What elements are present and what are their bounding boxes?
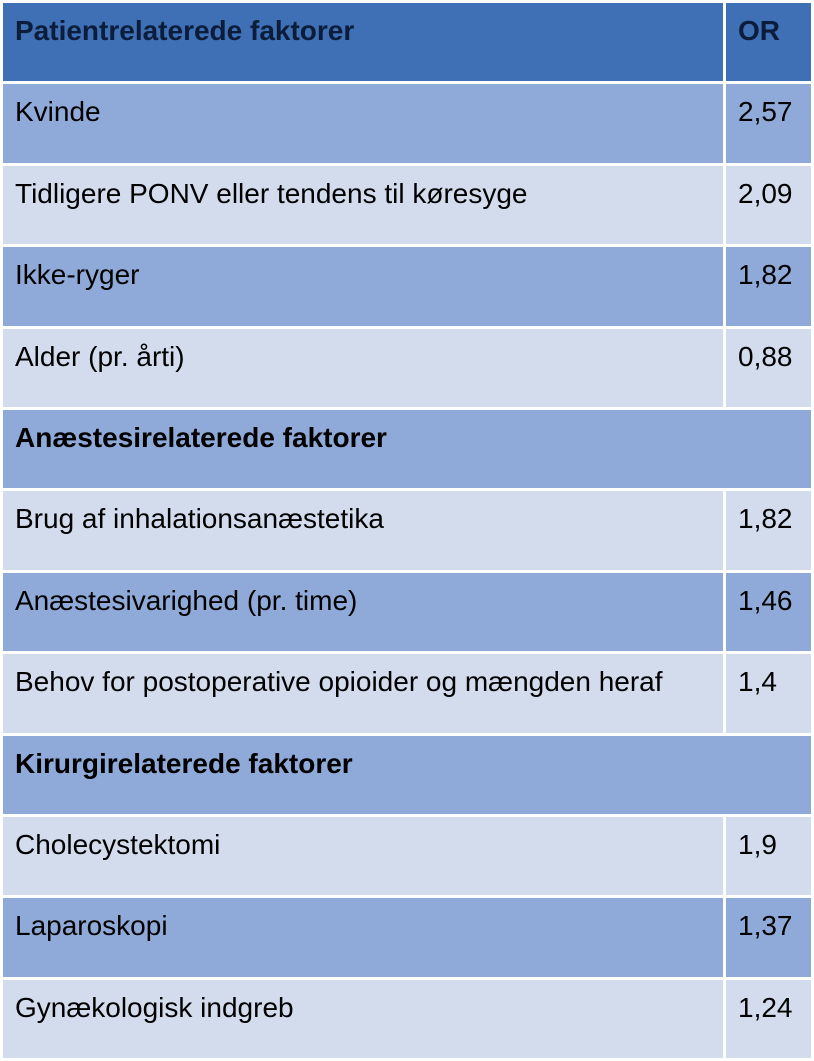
or-cell: 2,09 [725,164,813,245]
header-or: OR [725,2,813,83]
or-cell: 1,4 [725,653,813,734]
section-label: Kirurgirelaterede faktorer [2,734,813,815]
factor-cell: Kvinde [2,83,725,164]
table-row: Gynækologisk indgreb1,24 [2,978,813,1059]
table-row: Ikke-ryger1,82 [2,246,813,327]
table-row: Cholecystektomi1,9 [2,815,813,896]
factor-cell: Cholecystektomi [2,815,725,896]
or-cell: 1,46 [725,571,813,652]
factor-cell: Alder (pr. årti) [2,327,725,408]
table-row: Kvinde2,57 [2,83,813,164]
table-row: Alder (pr. årti)0,88 [2,327,813,408]
section-label: Anæstesirelaterede faktorer [2,408,813,489]
section-row: Kirurgirelaterede faktorer [2,734,813,815]
or-cell: 1,37 [725,897,813,978]
table-row: Tidligere PONV eller tendens til køresyg… [2,164,813,245]
section-row: Anæstesirelaterede faktorer [2,408,813,489]
factor-cell: Tidligere PONV eller tendens til køresyg… [2,164,725,245]
factor-cell: Laparoskopi [2,897,725,978]
header-factor: Patientrelaterede faktorer [2,2,725,83]
risk-factor-table: Patientrelaterede faktorerORKvinde2,57Ti… [0,0,814,1061]
factor-cell: Anæstesivarighed (pr. time) [2,571,725,652]
factor-cell: Brug af inhalationsanæstetika [2,490,725,571]
or-cell: 1,9 [725,815,813,896]
or-cell: 1,82 [725,246,813,327]
table-row: Anæstesivarighed (pr. time)1,46 [2,571,813,652]
or-cell: 2,57 [725,83,813,164]
table-row: Brug af inhalationsanæstetika1,82 [2,490,813,571]
or-cell: 1,24 [725,978,813,1059]
table-row: Behov for postoperative opioider og mæng… [2,653,813,734]
factor-cell: Ikke-ryger [2,246,725,327]
factor-cell: Behov for postoperative opioider og mæng… [2,653,725,734]
table-body: Patientrelaterede faktorerORKvinde2,57Ti… [2,2,813,1060]
table-row: Laparoskopi1,37 [2,897,813,978]
factor-cell: Gynækologisk indgreb [2,978,725,1059]
table-header-row: Patientrelaterede faktorerOR [2,2,813,83]
or-cell: 1,82 [725,490,813,571]
or-cell: 0,88 [725,327,813,408]
